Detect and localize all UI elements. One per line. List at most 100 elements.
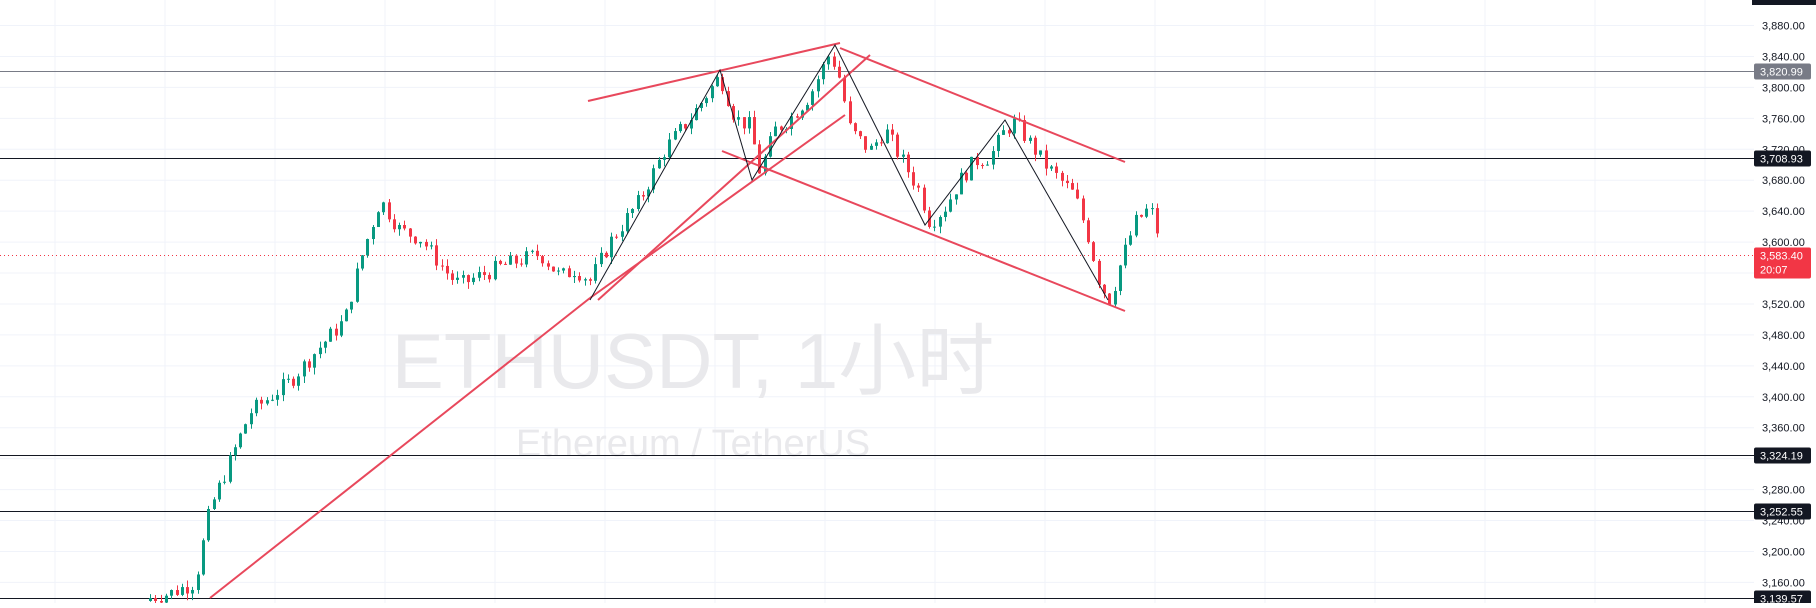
candle-body [446,265,449,274]
trendline[interactable] [209,297,591,599]
price-tick-label: 3,600.00 [1762,237,1805,249]
candle-body [902,154,905,157]
candle-body [737,117,740,120]
candle-body [578,276,581,281]
candle-body [716,77,719,87]
candle-body [398,225,401,230]
level-price-badge [1754,447,1811,464]
candle-body [1092,242,1095,261]
candle-body [525,251,528,265]
candle-body [1023,120,1026,141]
candle-body [494,260,497,280]
level-price-label: 3,252.55 [1760,507,1803,519]
candle-body [912,172,915,186]
candle-body [764,156,767,174]
candle-body [520,263,523,265]
candle-body [160,600,163,603]
trendline[interactable] [839,47,1126,163]
candle-body [1061,172,1064,181]
candle-body [896,134,899,157]
candle-body [377,212,380,228]
candle-body [499,260,502,264]
candle-body [615,236,618,238]
current-price-badge [1754,247,1811,279]
candle-body [827,56,830,65]
candle-body [197,574,200,590]
candle-body [282,379,285,396]
candle-body [605,252,608,258]
level-price-badge [1754,63,1811,80]
candle-body [711,86,714,99]
price-badges: 3,820.99 3,708.93 3,324.19 3,252.55 3,139.57… [1754,63,1811,607]
candle-body [774,126,777,137]
candle-body [695,108,698,121]
candle-body [154,598,157,601]
trendline[interactable] [721,150,1126,312]
candle-body [451,273,454,280]
candle-body [1008,130,1011,134]
candle-body [986,164,989,166]
candle-body [965,172,968,181]
candle-body [806,104,809,111]
price-axis-bg [1754,0,1816,603]
candle-body [181,587,184,595]
candle-body [244,424,247,434]
candle-body [435,245,438,266]
candle-body [223,481,226,483]
candle-body [191,589,194,594]
candle-body [917,185,920,188]
candle-body [610,236,613,258]
trendline[interactable] [597,54,871,301]
trendline[interactable] [589,114,846,299]
candle-body [1103,284,1106,294]
candle-body [345,309,348,322]
candle-body [202,540,205,575]
watermark: ETHUSDT, 1小时 Ethereum / TetherUS [392,317,994,465]
candle-body [652,168,655,190]
candle-body [700,103,703,109]
candle-body [631,208,634,214]
candle-body [939,217,942,227]
candle-body [335,328,338,336]
candle-body [361,255,364,269]
countdown-label: 20:07 [1760,265,1788,277]
candle-body [817,79,820,92]
price-tick-label: 3,640.00 [1762,206,1805,218]
candle-body [933,226,936,228]
candle-body [409,228,412,237]
candle-body [1071,183,1074,190]
candle-body [1145,208,1148,217]
candle-body [1087,220,1090,243]
price-axis[interactable]: 3,880.003,840.003,800.003,760.003,720.00… [1752,0,1816,603]
candle-body [239,433,242,448]
candle-body [1156,208,1159,234]
candle-body [271,399,274,401]
candle-body [1002,130,1005,135]
candle-body [441,265,444,267]
candle-body [350,301,353,310]
candles [149,52,1159,608]
candle-body [658,159,661,169]
candle-body [886,129,889,144]
candle-body [743,117,746,129]
candle-body [732,106,735,120]
zigzag-pattern[interactable] [589,43,1109,301]
candle-body [255,399,258,414]
watermark-symbol: ETHUSDT, 1小时 [392,317,994,405]
candle-body [552,266,555,272]
candle-body [923,187,926,211]
candle-body [1098,260,1101,285]
candle-body [324,341,327,348]
candle-body [769,136,772,157]
candle-body [748,117,751,129]
candle-body [838,66,841,78]
candle-body [536,250,539,257]
candle-body [207,508,210,541]
price-tick-label: 3,360.00 [1762,423,1805,435]
trendline[interactable] [587,42,841,102]
candle-body [864,136,867,150]
candle-body [584,279,587,281]
candle-body [186,587,189,594]
